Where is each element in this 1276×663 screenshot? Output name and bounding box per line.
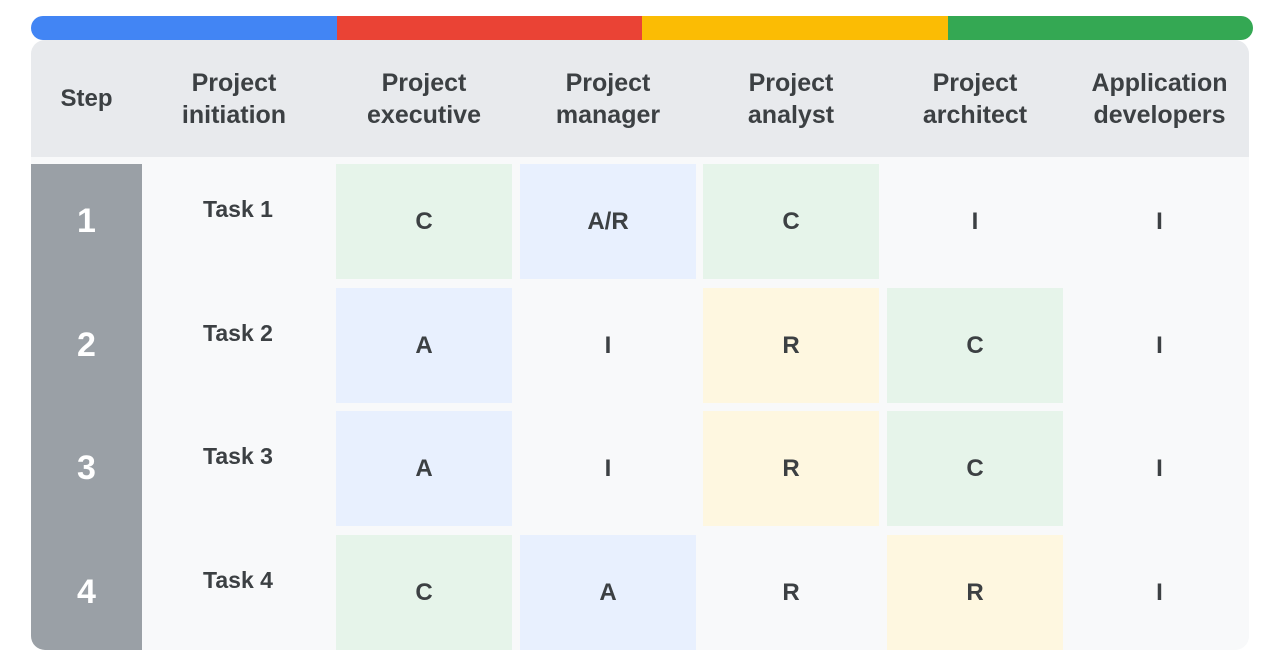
header-project-architect: Project architect xyxy=(887,40,1063,157)
header-project-initiation: Project initiation xyxy=(142,40,326,157)
header-line: Project xyxy=(565,68,651,97)
header-line: Project xyxy=(748,68,834,97)
raci-cell: R xyxy=(703,288,879,403)
color-bar-green xyxy=(947,16,1253,40)
header-project-analyst: Project analyst xyxy=(703,40,879,157)
raci-cell: I xyxy=(1070,288,1249,403)
color-bar-yellow xyxy=(642,16,948,40)
step-column: 1 2 3 4 xyxy=(31,164,142,650)
raci-cell: R xyxy=(703,411,879,526)
task-cell: Task 4 xyxy=(150,535,326,650)
raci-cell: I xyxy=(520,411,696,526)
table-header: Step Project initiation Project executive … xyxy=(31,40,1249,157)
raci-cell: A/R xyxy=(520,164,696,279)
header-project-manager: Project manager xyxy=(520,40,696,157)
task-cell: Task 2 xyxy=(150,288,326,403)
header-step: Step xyxy=(31,40,142,157)
raci-cell: C xyxy=(887,288,1063,403)
header-line: Project xyxy=(932,68,1018,97)
header-line: Project xyxy=(191,68,277,97)
header-line: manager xyxy=(555,100,661,129)
task-cell: Task 3 xyxy=(150,411,326,526)
raci-cell: C xyxy=(887,411,1063,526)
header-line: executive xyxy=(367,100,481,129)
step-number: 4 xyxy=(77,573,96,611)
color-bar-blue xyxy=(31,16,337,40)
raci-cell: A xyxy=(336,411,512,526)
step-number: 2 xyxy=(77,326,96,364)
raci-cell: R xyxy=(887,535,1063,650)
step-number: 3 xyxy=(77,449,96,487)
header-line: developers xyxy=(1093,100,1226,129)
color-bar xyxy=(31,16,1253,40)
header-project-executive: Project executive xyxy=(336,40,512,157)
header-line: analyst xyxy=(747,100,835,129)
raci-table: Step Project initiation Project executive … xyxy=(31,40,1249,650)
header-application-developers: Application developers xyxy=(1070,40,1249,157)
step-number: 1 xyxy=(77,202,96,240)
raci-cell: R xyxy=(703,535,879,650)
raci-cell: C xyxy=(703,164,879,279)
raci-cell: C xyxy=(336,164,512,279)
raci-cell: I xyxy=(1070,411,1249,526)
color-bar-red xyxy=(336,16,642,40)
raci-cell: I xyxy=(520,288,696,403)
header-line: Project xyxy=(381,68,467,97)
header-line: initiation xyxy=(181,100,287,129)
raci-cell: C xyxy=(336,535,512,650)
task-cell: Task 1 xyxy=(150,164,326,279)
raci-cell: A xyxy=(336,288,512,403)
header-line: Application xyxy=(1091,68,1228,97)
raci-cell: I xyxy=(1070,535,1249,650)
header-line: architect xyxy=(922,100,1028,129)
raci-cell: I xyxy=(1070,164,1249,279)
raci-cell: I xyxy=(887,164,1063,279)
raci-cell: A xyxy=(520,535,696,650)
header-step-label: Step xyxy=(60,84,113,112)
